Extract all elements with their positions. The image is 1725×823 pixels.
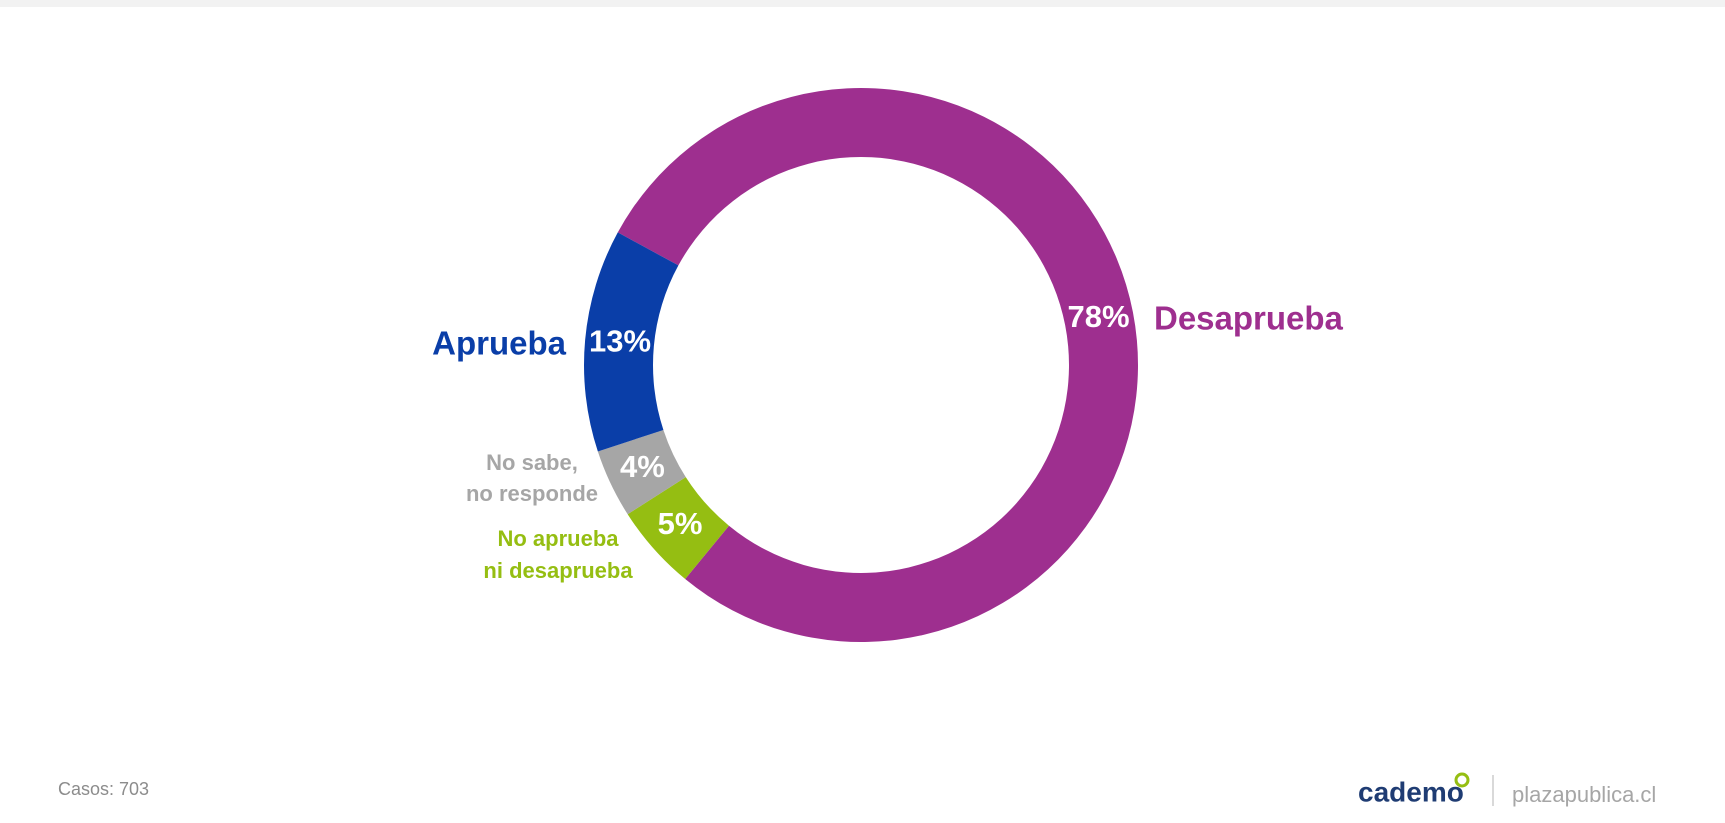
cases-note: Casos: 703: [58, 779, 149, 799]
value-label: 13%: [589, 323, 651, 358]
category-label: Aprueba: [432, 325, 567, 362]
value-label: 78%: [1068, 299, 1130, 334]
logo-dot: [1454, 772, 1470, 788]
category-label: No aprueba ni desaprueba: [483, 526, 633, 583]
donut-slice: [584, 232, 679, 452]
value-label: 5%: [658, 506, 703, 541]
donut-slice: [627, 477, 729, 580]
donut-slice: [597, 429, 686, 515]
value-label: 4%: [620, 449, 665, 484]
site: plazapublica.cl: [1512, 782, 1656, 807]
logo: cademo: [1358, 776, 1464, 807]
top-bar: [0, 0, 1725, 7]
category-label: No sabe, no responde: [466, 450, 598, 506]
category-label: Desaprueba: [1154, 300, 1344, 337]
